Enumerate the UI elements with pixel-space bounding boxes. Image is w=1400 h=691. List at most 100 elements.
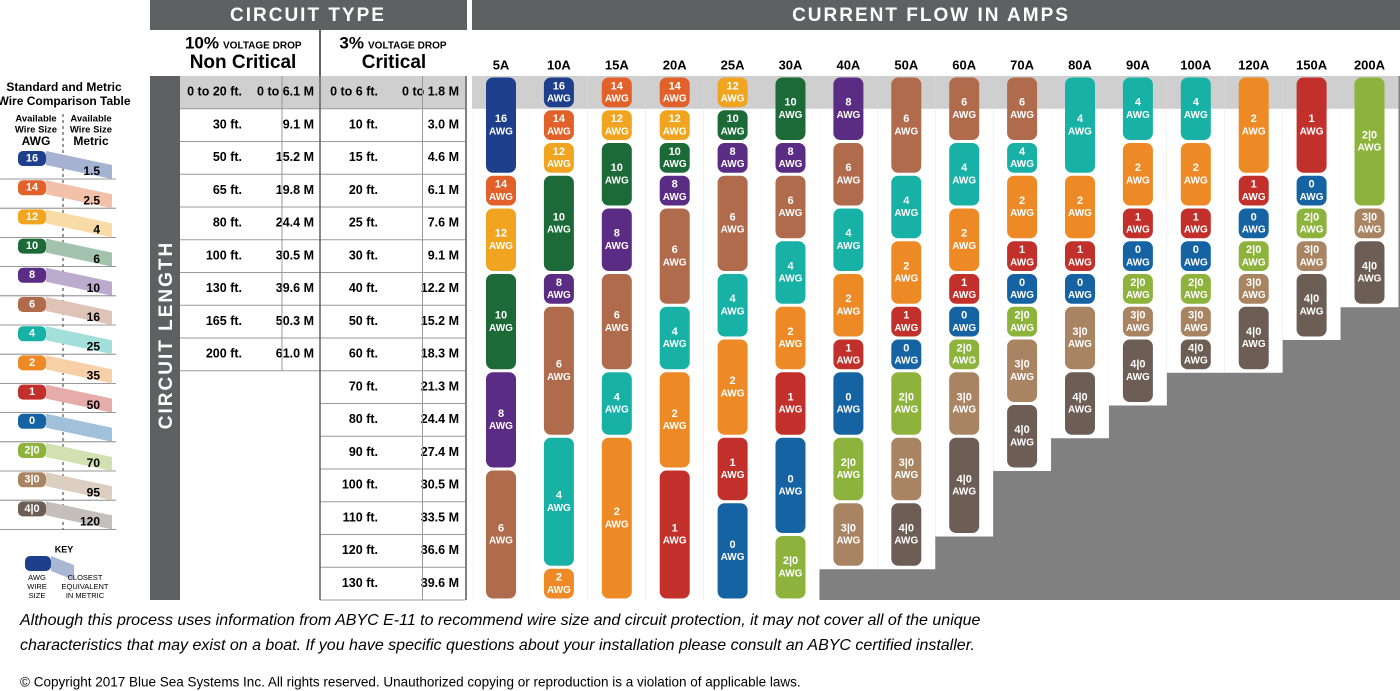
length-m: 15.2 M: [276, 150, 314, 164]
wire-segment: [949, 77, 980, 140]
wire-gauge: 8: [556, 277, 562, 289]
sidebar-metric: 50: [87, 398, 101, 412]
wire-segment: [717, 77, 748, 108]
wire-unit: AWG: [663, 126, 687, 137]
wire-unit: AWG: [489, 126, 513, 137]
wire-unit: AWG: [1300, 192, 1324, 203]
sidebar-band: [46, 297, 112, 325]
wire-gauge: 8: [787, 146, 793, 158]
wire-unit: AWG: [1126, 175, 1150, 186]
wire-unit: AWG: [836, 405, 860, 416]
wire-unit: AWG: [1068, 290, 1092, 301]
wire-gauge: 0: [1309, 179, 1315, 191]
wire-segment: [1296, 274, 1327, 337]
amp-label: 40A: [836, 57, 860, 72]
wire-unit: AWG: [1242, 290, 1266, 301]
drop-caption: VOLTAGE DROP: [368, 41, 447, 52]
wire-unit: AWG: [1184, 225, 1208, 236]
sidebar-header: Metric: [73, 134, 109, 148]
length-ft: 60 ft.: [349, 347, 378, 361]
wire-segment: [659, 77, 690, 108]
wire-unit: AWG: [1010, 208, 1034, 219]
wire-gauge: 14: [669, 80, 682, 92]
wire-gauge: 2: [961, 228, 967, 240]
header-bar: [150, 0, 467, 30]
wire-segment: [1122, 241, 1153, 271]
wire-segment: [833, 143, 864, 206]
wire-segment: [1296, 208, 1327, 239]
wire-unit: AWG: [779, 405, 803, 416]
wire-gauge: 10: [611, 162, 623, 174]
wire-unit: AWG: [1068, 126, 1092, 137]
wire-unit: AWG: [1300, 126, 1324, 137]
wire-gauge: 3|0: [957, 391, 972, 403]
drop-caption: VOLTAGE DROP: [223, 41, 302, 52]
sidebar-swatch: [18, 472, 46, 488]
wire-unit: AWG: [1126, 110, 1150, 121]
wire-unit: AWG: [605, 323, 629, 334]
length-m: 33.5 M: [421, 510, 459, 524]
length-m: 61.0 M: [276, 347, 314, 361]
length-ft: 130 ft.: [206, 281, 242, 295]
wire-segment: [949, 372, 980, 435]
wire-segment: [833, 274, 864, 337]
wire-gauge: 4|0: [899, 522, 914, 534]
wire-unit: AWG: [547, 159, 571, 170]
length-m: 0 to 6.1 M: [257, 85, 314, 99]
wire-unit: AWG: [721, 225, 745, 236]
wire-segment: [775, 536, 806, 599]
wire-segment: [601, 437, 632, 599]
wire-segment: [833, 208, 864, 271]
wire-unit: AWG: [952, 175, 976, 186]
wire-unit: AWG: [894, 356, 918, 367]
wire-gauge: 4|0: [1130, 359, 1145, 371]
key-caption: EQUIVALENT: [62, 582, 109, 591]
sidebar-header: Available: [15, 114, 56, 125]
wire-segment: [775, 143, 806, 173]
length-m: 19.8 M: [276, 183, 314, 197]
wire-gauge: 0: [1135, 244, 1141, 256]
wire-gauge: 4|0: [1362, 260, 1377, 272]
length-band: [150, 76, 180, 600]
copyright: © Copyright 2017 Blue Sea Systems Inc. A…: [20, 675, 801, 690]
wire-unit: AWG: [1068, 257, 1092, 268]
wire-gauge: 1: [903, 310, 909, 322]
wire-segment: [659, 372, 690, 468]
wire-segment: [717, 437, 748, 501]
wire-gauge: 0: [845, 391, 851, 403]
wire-segment: [1122, 208, 1153, 239]
length-ft: 80 ft.: [349, 412, 378, 426]
wire-unit: AWG: [952, 405, 976, 416]
length-ft: 90 ft.: [349, 445, 378, 459]
sidebar-swatch: [18, 443, 46, 458]
sidebar-band: [46, 238, 112, 267]
wire-unit: AWG: [1242, 126, 1266, 137]
sidebar-swatch: [18, 151, 46, 166]
length-m: 24.4 M: [421, 412, 459, 426]
wire-gauge: 2|0: [783, 555, 798, 567]
wire-gauge: 2|0: [1304, 211, 1319, 223]
wire-unit: AWG: [605, 405, 629, 416]
sidebar-swatch: [18, 384, 46, 400]
wire-gauge: 2|0: [1130, 277, 1145, 289]
sidebar-awg: 0: [29, 415, 35, 427]
sidebar-band: [46, 501, 112, 530]
amp-label: 60A: [952, 57, 976, 72]
wire-unit: AWG: [663, 536, 687, 547]
wire-unit: AWG: [1242, 192, 1266, 203]
length-ft: 80 ft.: [213, 216, 242, 230]
wire-segment: [1122, 77, 1153, 140]
wire-unit: AWG: [836, 110, 860, 121]
wire-gauge: 12: [553, 146, 565, 158]
wire-gauge: 10: [669, 146, 681, 158]
wire-segment: [891, 503, 922, 566]
amp-label: 20A: [663, 57, 687, 72]
wire-segment: [1238, 274, 1269, 304]
wire-segment: [659, 208, 690, 304]
length-m: 18.3 M: [421, 347, 459, 361]
length-ft: 65 ft.: [213, 183, 242, 197]
wire-segment: [1180, 77, 1211, 140]
wire-unit: AWG: [894, 405, 918, 416]
amp-label: 150A: [1296, 57, 1328, 72]
wire-gauge: 6: [672, 244, 678, 256]
